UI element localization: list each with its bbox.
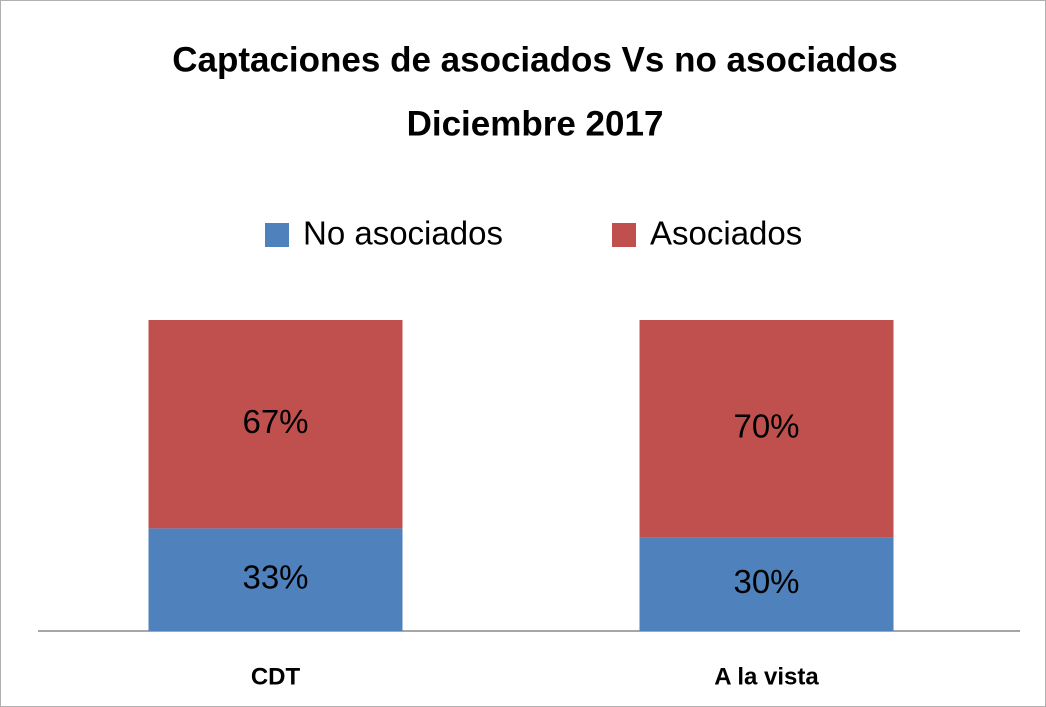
x-tick-label: CDT: [251, 663, 301, 690]
chart-title: Captaciones de asociados Vs no asociados: [172, 40, 898, 79]
value-label: 67%: [242, 403, 308, 440]
legend-label: No asociados: [303, 215, 503, 252]
legend-label: Asociados: [650, 215, 802, 252]
legend-swatch: [265, 223, 289, 247]
bar-segment: [639, 320, 894, 538]
value-label: 30%: [733, 563, 799, 600]
value-label: 33%: [242, 558, 308, 595]
bar-segment: [148, 528, 403, 631]
legend-swatch: [612, 223, 636, 247]
x-tick-label: A la vista: [714, 663, 819, 690]
value-label: 70%: [733, 408, 799, 445]
bar-segment: [148, 320, 403, 529]
bar-segment: [639, 537, 894, 631]
chart-subtitle: Diciembre 2017: [407, 104, 664, 143]
